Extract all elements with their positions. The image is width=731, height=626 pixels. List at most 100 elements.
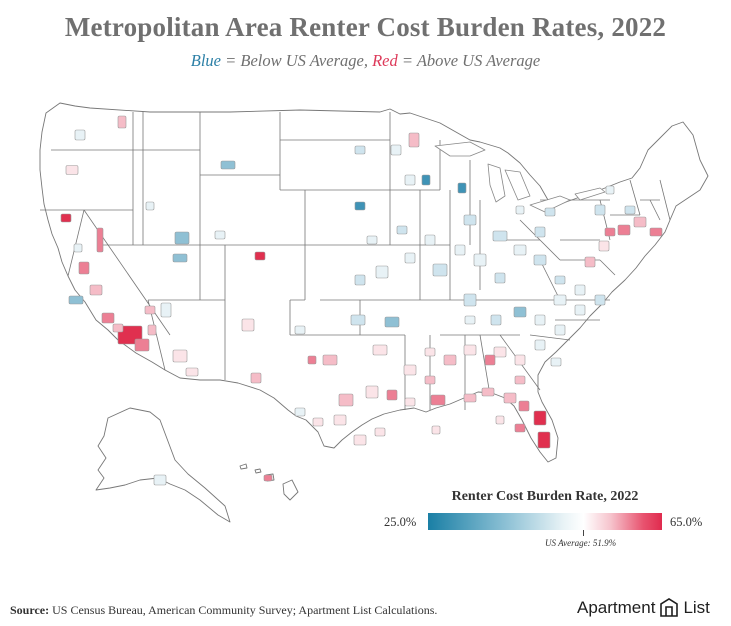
metro-area bbox=[424, 234, 436, 246]
metro-area bbox=[550, 357, 562, 367]
metro-area bbox=[144, 305, 156, 315]
metro-area bbox=[513, 306, 527, 318]
metro-area bbox=[514, 354, 526, 366]
metro-area bbox=[60, 213, 72, 223]
metro-area bbox=[145, 201, 155, 211]
metro-area bbox=[463, 344, 477, 356]
metro-area bbox=[338, 393, 354, 407]
metro-area bbox=[101, 312, 115, 324]
metro-area bbox=[96, 227, 104, 253]
subtitle-red-word: Red bbox=[372, 51, 398, 70]
metro-area bbox=[322, 354, 338, 366]
metro-area bbox=[172, 253, 188, 263]
metro-area bbox=[134, 338, 150, 352]
metro-area bbox=[220, 160, 236, 170]
metro-area bbox=[384, 316, 400, 328]
contiguous-us-outline bbox=[39, 102, 709, 463]
metro-area bbox=[431, 425, 441, 435]
metro-area bbox=[250, 372, 262, 384]
metro-area bbox=[534, 226, 546, 238]
metro-area bbox=[454, 244, 466, 256]
legend-min-label: 25.0% bbox=[384, 515, 417, 529]
metro-area bbox=[533, 410, 547, 426]
metro-area bbox=[294, 407, 306, 417]
brand-name-part2: List bbox=[683, 598, 710, 617]
metro-area bbox=[241, 318, 255, 332]
metro-area bbox=[463, 214, 477, 226]
metro-area bbox=[594, 294, 606, 306]
metro-area bbox=[633, 216, 647, 228]
map-subtitle: Blue = Below US Average, Red = Above US … bbox=[0, 51, 731, 71]
metro-area bbox=[534, 314, 546, 326]
metro-area bbox=[174, 231, 190, 245]
hawaii bbox=[239, 463, 299, 501]
metro-area bbox=[432, 263, 448, 277]
metro-area bbox=[544, 207, 556, 217]
metro-area bbox=[584, 256, 596, 268]
legend-max-label: 65.0% bbox=[670, 515, 703, 529]
metro-area bbox=[354, 274, 366, 286]
metro-area bbox=[366, 235, 378, 245]
metro-area bbox=[553, 294, 567, 306]
metro-area bbox=[372, 344, 388, 356]
metro-area bbox=[649, 227, 663, 237]
metro-area bbox=[404, 397, 416, 407]
subtitle-blue-text: = Below US Average, bbox=[221, 51, 373, 70]
us-metro-map bbox=[39, 102, 709, 523]
metro-area bbox=[353, 434, 367, 446]
metro-area bbox=[78, 261, 90, 275]
legend-average-marker bbox=[583, 530, 584, 536]
metro-area bbox=[147, 324, 157, 336]
metro-area bbox=[403, 364, 417, 376]
metro-area bbox=[73, 243, 83, 253]
metro-area bbox=[354, 201, 366, 211]
metro-area bbox=[574, 304, 586, 316]
alaska bbox=[95, 407, 231, 523]
metro-area bbox=[533, 254, 547, 266]
source-note: Source: US Census Bureau, American Commu… bbox=[10, 603, 437, 618]
metro-area bbox=[350, 314, 366, 326]
metro-area bbox=[554, 324, 566, 336]
metro-area bbox=[172, 349, 188, 363]
metro-area bbox=[263, 474, 273, 482]
metro-area bbox=[312, 417, 324, 427]
metro-area bbox=[374, 427, 386, 437]
metro-areas bbox=[60, 115, 663, 486]
map-title: Metropolitan Area Renter Cost Burden Rat… bbox=[64, 12, 667, 42]
metro-area bbox=[617, 224, 631, 236]
metro-area bbox=[495, 415, 505, 425]
brand-name-part1: Apartment bbox=[577, 598, 656, 617]
metro-area bbox=[214, 230, 226, 240]
metro-area bbox=[463, 393, 477, 403]
source-text: US Census Bureau, American Community Sur… bbox=[49, 603, 438, 617]
metro-area bbox=[386, 389, 398, 401]
metro-area bbox=[185, 367, 199, 377]
metro-area bbox=[514, 375, 526, 385]
metro-area bbox=[430, 394, 446, 406]
metro-area bbox=[513, 244, 527, 256]
subtitle-blue-word: Blue bbox=[190, 51, 222, 70]
metro-area bbox=[307, 355, 317, 365]
metro-area bbox=[514, 423, 526, 433]
metro-area bbox=[424, 375, 436, 385]
metro-area bbox=[490, 314, 502, 326]
subtitle-red-text: = Above US Average bbox=[397, 51, 541, 70]
metro-area bbox=[624, 205, 636, 215]
metro-area bbox=[534, 339, 546, 351]
metro-area bbox=[443, 354, 457, 366]
brand-mark-icon bbox=[660, 598, 679, 617]
great-lakes bbox=[434, 141, 606, 213]
metro-area bbox=[515, 205, 525, 215]
metro-area bbox=[68, 295, 84, 305]
metro-area bbox=[112, 323, 124, 333]
metro-area bbox=[365, 385, 379, 399]
metro-area bbox=[421, 174, 431, 186]
state-boundaries bbox=[39, 102, 709, 523]
metro-area bbox=[494, 272, 506, 284]
metro-area bbox=[254, 251, 266, 261]
metro-area bbox=[65, 165, 79, 175]
metro-area bbox=[153, 474, 167, 486]
metro-area bbox=[457, 182, 467, 194]
metro-area bbox=[404, 174, 416, 186]
legend-title: Renter Cost Burden Rate, 2022 bbox=[451, 489, 639, 504]
